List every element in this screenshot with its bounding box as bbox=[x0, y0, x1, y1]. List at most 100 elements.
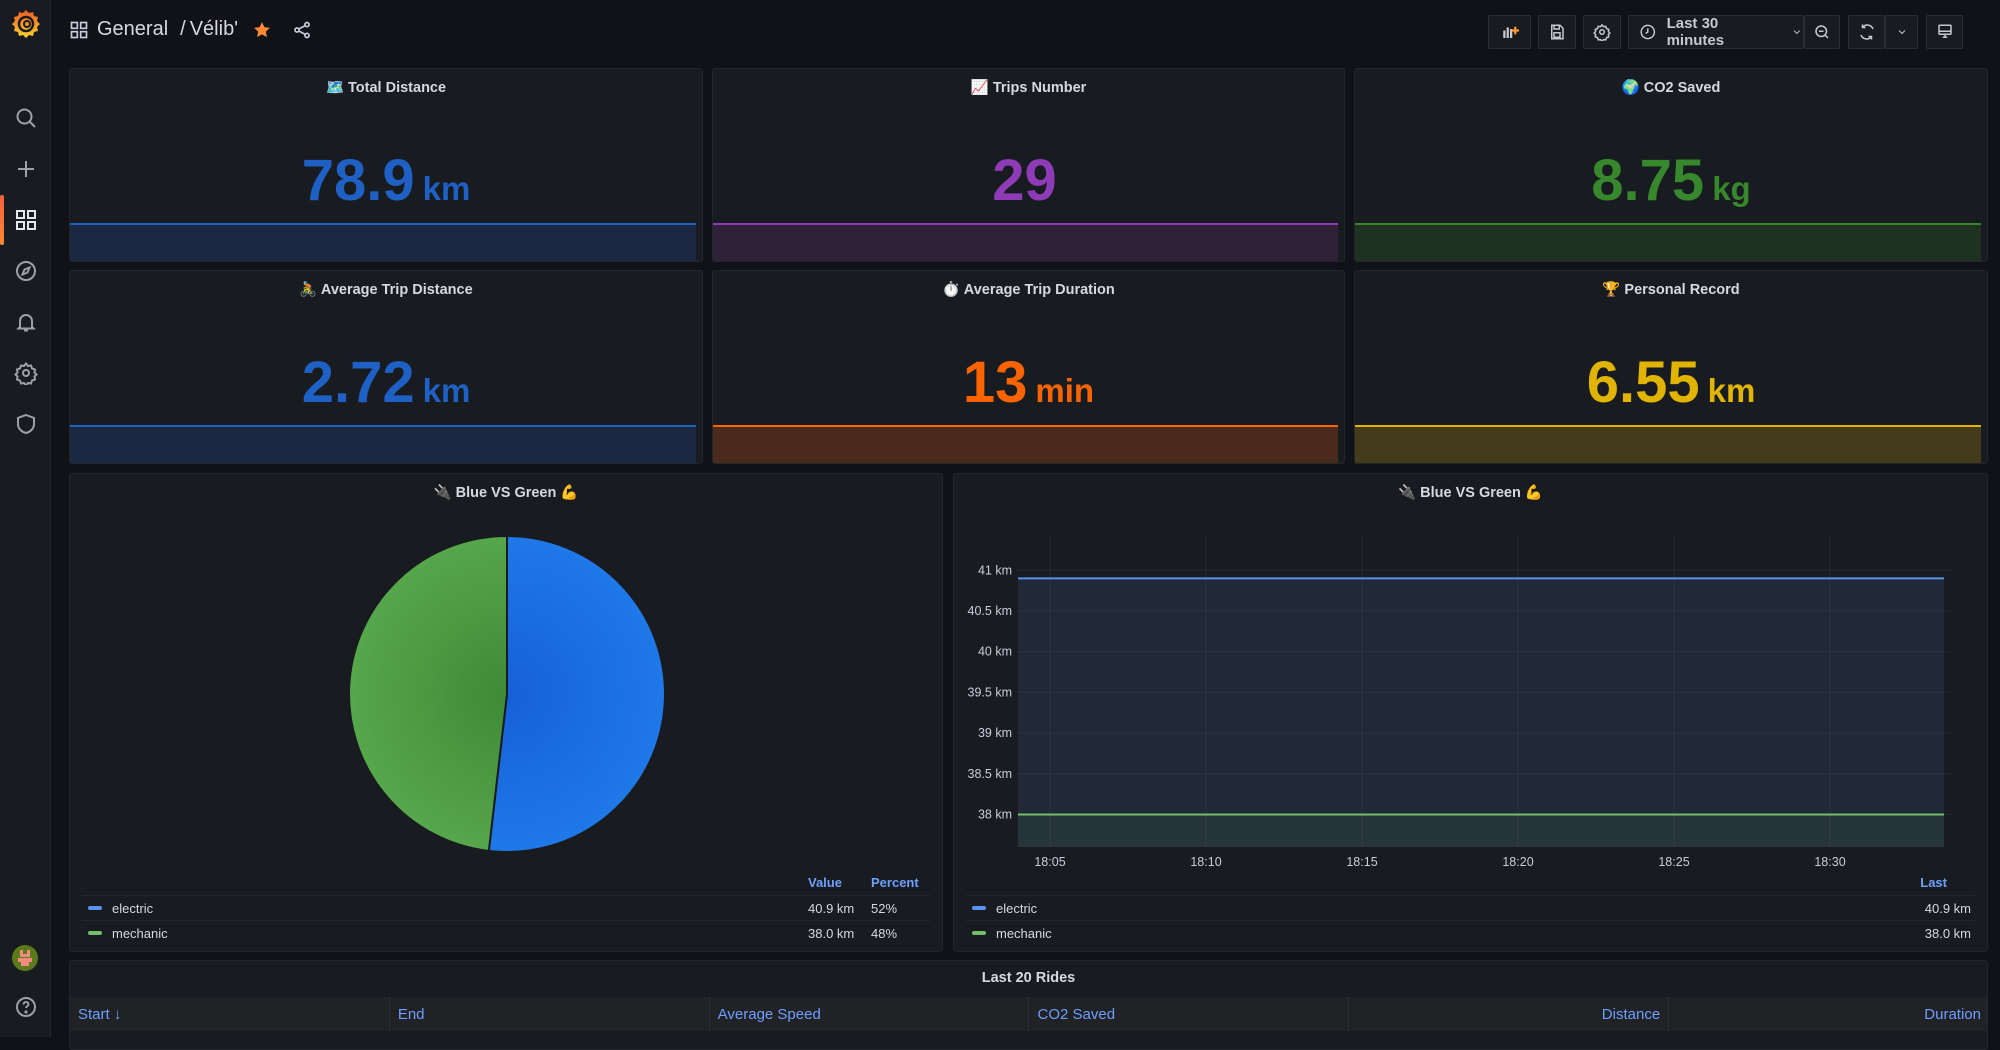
legend-label: electric bbox=[112, 900, 154, 916]
panel-title[interactable]: 📈 Trips Number bbox=[713, 79, 1344, 96]
stat-panel: 🚴 Average Trip Distance 2.72 km bbox=[69, 270, 703, 464]
stat-title: Total Distance bbox=[348, 80, 447, 96]
gear-icon bbox=[1593, 23, 1611, 41]
pie-chart-panel: 🔌 Blue VS Green 💪 Value Percent electric… bbox=[69, 473, 943, 952]
legend-swatch bbox=[972, 906, 986, 910]
bell-icon[interactable] bbox=[0, 302, 51, 342]
pie-slice-electric[interactable] bbox=[487, 534, 666, 853]
y-tick-label: 40 km bbox=[978, 645, 1012, 659]
user-avatar[interactable] bbox=[12, 945, 38, 971]
panel-title[interactable]: ⏱️ Average Trip Duration bbox=[713, 281, 1344, 298]
legend-item[interactable]: mechanic 38.0 km bbox=[966, 920, 1975, 945]
sparkline bbox=[1355, 425, 1981, 463]
dashboards-icon[interactable] bbox=[0, 200, 51, 240]
share-icon[interactable] bbox=[292, 20, 312, 40]
legend-header-value[interactable]: Value bbox=[808, 875, 842, 890]
legend-swatch bbox=[88, 906, 102, 910]
pie-chart bbox=[348, 534, 666, 853]
y-tick-label: 40.5 km bbox=[968, 604, 1012, 618]
refresh-interval-button[interactable] bbox=[1885, 15, 1918, 49]
stat-title: Trips Number bbox=[992, 80, 1087, 96]
zoom-out-button[interactable] bbox=[1804, 15, 1840, 49]
grafana-logo-icon[interactable] bbox=[10, 8, 42, 40]
dashboard-settings-button[interactable] bbox=[1583, 15, 1621, 49]
stat-value: 6.55 km bbox=[1355, 349, 1987, 416]
stat-emoji-icon: 🌍 bbox=[1621, 80, 1640, 96]
add-panel-icon bbox=[1502, 26, 1519, 38]
breadcrumb-folder[interactable]: General bbox=[97, 18, 169, 40]
column-header[interactable]: Distance bbox=[1349, 997, 1670, 1031]
table-header: Start ↓ End Average Speed CO2 Saved Distance… bbox=[70, 997, 1987, 1031]
x-tick-label: 18:15 bbox=[1346, 855, 1377, 869]
stat-value: 8.75 kg bbox=[1355, 147, 1987, 214]
stat-panel: 📈 Trips Number 29 bbox=[712, 68, 1345, 262]
chevron-down-icon bbox=[1793, 30, 1801, 35]
help-icon[interactable] bbox=[0, 987, 51, 1027]
panel-title[interactable]: 🔌 Blue VS Green 💪 bbox=[70, 484, 942, 501]
stat-unit: km bbox=[422, 372, 471, 409]
stat-value: 29 bbox=[713, 147, 1344, 214]
time-range-label: Last 30 minutes bbox=[1666, 15, 1725, 49]
legend-header-percent[interactable]: Percent bbox=[871, 875, 919, 890]
plug-icon: 🔌 bbox=[433, 485, 452, 501]
compass-icon[interactable] bbox=[0, 251, 51, 291]
mechanic-area bbox=[1018, 814, 1944, 847]
electric-area bbox=[1018, 578, 1944, 847]
refresh-button[interactable] bbox=[1848, 15, 1885, 49]
stat-panel: 🏆 Personal Record 6.55 km bbox=[1354, 270, 1988, 464]
cycle-view-mode-button[interactable] bbox=[1926, 15, 1963, 49]
stat-title: Personal Record bbox=[1624, 282, 1740, 298]
x-tick-label: 18:10 bbox=[1190, 855, 1221, 869]
x-tick-label: 18:25 bbox=[1658, 855, 1689, 869]
legend-label: electric bbox=[996, 900, 1038, 916]
column-header[interactable]: Start ↓ bbox=[70, 997, 390, 1031]
sparkline bbox=[1355, 223, 1981, 261]
column-header[interactable]: End bbox=[390, 997, 710, 1031]
refresh-icon bbox=[1859, 24, 1874, 40]
legend-item[interactable]: mechanic 38.0 km 48% bbox=[82, 920, 930, 945]
panel-title[interactable]: 🚴 Average Trip Distance bbox=[70, 281, 702, 298]
panel-title[interactable]: 🌍 CO2 Saved bbox=[1355, 79, 1987, 96]
dashboards-grid-icon bbox=[70, 21, 88, 38]
x-tick-label: 18:30 bbox=[1814, 855, 1845, 869]
search-icon[interactable] bbox=[0, 98, 51, 138]
y-tick-label: 38 km bbox=[978, 807, 1012, 821]
breadcrumb-separator: / bbox=[180, 18, 186, 40]
table-panel: Last 20 Rides Start ↓ End Average Speed CO2… bbox=[69, 960, 1988, 1050]
legend-label: mechanic bbox=[996, 925, 1052, 941]
add-panel-button[interactable] bbox=[1488, 15, 1531, 49]
stat-unit: kg bbox=[1712, 170, 1751, 207]
legend-item[interactable]: electric 40.9 km bbox=[966, 895, 1975, 920]
gear-icon[interactable] bbox=[0, 353, 51, 393]
legend-last: 38.0 km bbox=[1924, 925, 1971, 941]
breadcrumb-dashboard[interactable]: Vélib' bbox=[189, 18, 239, 40]
panel-title[interactable]: 🏆 Personal Record bbox=[1355, 281, 1987, 298]
timeseries-chart: 41 km 40.5 km 40 km 39.5 km 39 km 38.5 km 38 k… bbox=[968, 536, 1950, 869]
flexed-biceps-icon: 💪 bbox=[560, 485, 579, 501]
time-picker-button[interactable]: Last 30 minutes bbox=[1628, 15, 1804, 49]
column-header[interactable]: Average Speed bbox=[710, 997, 1030, 1031]
stat-title: CO2 Saved bbox=[1643, 80, 1721, 96]
panel-title[interactable]: 🗺️ Total Distance bbox=[70, 79, 702, 96]
legend-value: 38.0 km bbox=[808, 925, 855, 941]
plug-icon: 🔌 bbox=[1398, 485, 1417, 501]
column-header[interactable]: Duration bbox=[1924, 1005, 1981, 1023]
legend-label: mechanic bbox=[112, 925, 168, 941]
column-header[interactable]: CO2 Saved bbox=[1030, 997, 1350, 1031]
legend-last: 40.9 km bbox=[1924, 900, 1971, 916]
stat-emoji-icon: ⏱️ bbox=[942, 282, 961, 298]
clock-icon bbox=[1640, 24, 1656, 40]
legend-item[interactable]: electric 40.9 km 52% bbox=[82, 895, 930, 920]
plus-icon[interactable] bbox=[0, 149, 51, 189]
table-title[interactable]: Last 20 Rides bbox=[981, 970, 1076, 986]
star-icon[interactable] bbox=[252, 20, 272, 40]
stat-emoji-icon: 🚴 bbox=[299, 282, 318, 298]
panel-title[interactable]: 🔌 Blue VS Green 💪 bbox=[954, 484, 1987, 501]
shield-icon[interactable] bbox=[0, 404, 51, 444]
stat-unit: min bbox=[1035, 372, 1095, 409]
pie-slice-mechanic[interactable] bbox=[348, 534, 508, 853]
x-tick-label: 18:05 bbox=[1034, 855, 1065, 869]
legend-header-last[interactable]: Last bbox=[1920, 875, 1947, 890]
stat-number: 29 bbox=[992, 148, 1057, 213]
save-dashboard-button[interactable] bbox=[1538, 15, 1576, 49]
